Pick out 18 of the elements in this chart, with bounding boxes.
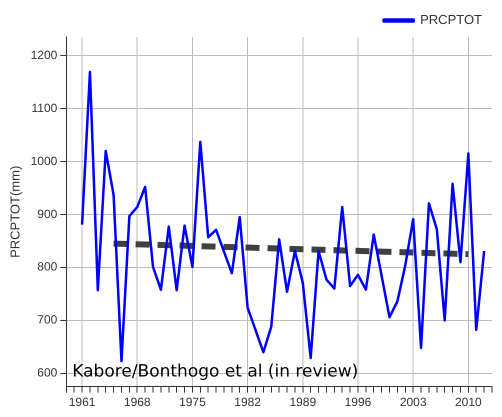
x-tick-label: 1968 bbox=[124, 395, 151, 410]
x-tick-label: 1982 bbox=[234, 395, 262, 410]
x-tick-label: 1961 bbox=[68, 395, 96, 410]
y-tick-label: 1200 bbox=[30, 48, 58, 62]
y-tick-label: 600 bbox=[37, 366, 58, 380]
x-tick-label: 2010 bbox=[455, 395, 482, 410]
x-tick-label: 1975 bbox=[179, 395, 206, 410]
y-tick-label: 1100 bbox=[31, 100, 58, 115]
x-tick-label: 1996 bbox=[344, 395, 372, 410]
y-tick-label: 900 bbox=[37, 206, 58, 221]
y-tick-label: 700 bbox=[37, 312, 58, 327]
legend-label: PRCPTOT bbox=[420, 12, 482, 28]
x-tick-label: 2003 bbox=[400, 395, 427, 410]
y-axis-title: PRCPTOT(mm) bbox=[7, 166, 22, 258]
x-tick-label: 1989 bbox=[289, 395, 316, 410]
y-tick-label: 1000 bbox=[30, 154, 58, 168]
y-tick-label: 800 bbox=[37, 260, 58, 274]
annotation: Kabore/Bonthogo et al (in review) bbox=[72, 362, 358, 382]
